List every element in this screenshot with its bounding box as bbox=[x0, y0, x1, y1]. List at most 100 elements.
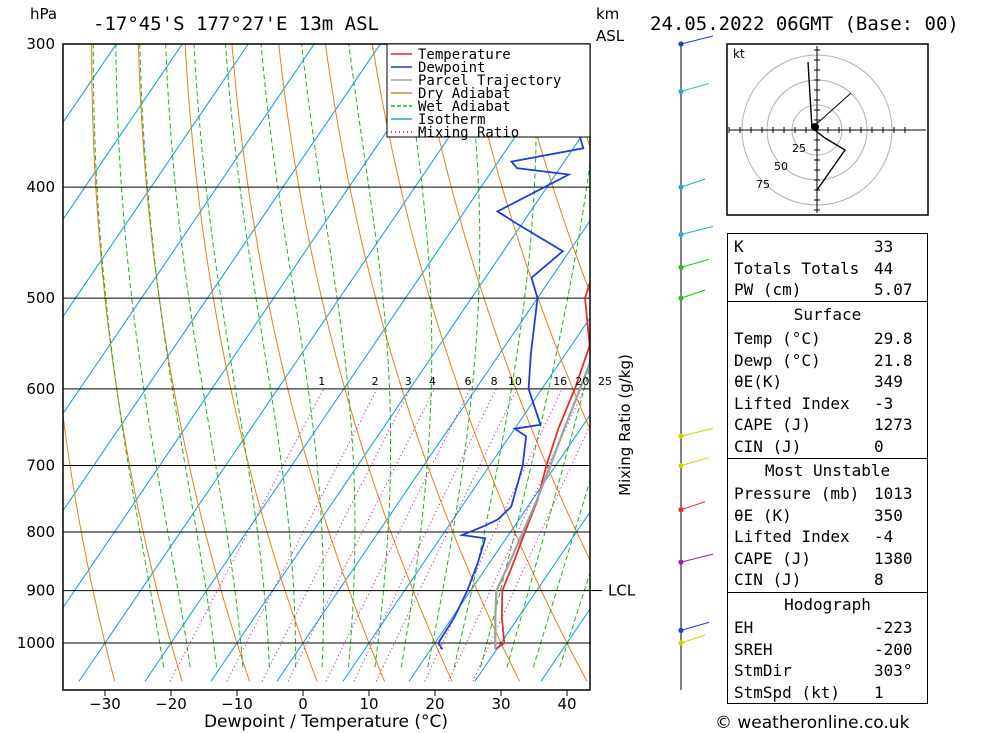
hodograph-row-value: -200 bbox=[874, 639, 913, 659]
most-unstable-row-key: CIN (J) bbox=[734, 570, 802, 589]
wind-barb bbox=[680, 501, 706, 511]
surface-row: θE(K) 349 bbox=[728, 371, 927, 393]
x-tick-label: 0 bbox=[298, 695, 308, 713]
wet-adiabat-line bbox=[139, 44, 217, 668]
height-unit-asl: ASL bbox=[596, 27, 625, 45]
surface-row: Lifted Index -3 bbox=[728, 393, 927, 415]
wet-adiabat-line bbox=[225, 44, 297, 668]
plot-frame bbox=[62, 43, 591, 691]
most-unstable-row-key: Pressure (mb) bbox=[734, 484, 860, 503]
most-unstable-row-key: θE (K) bbox=[734, 505, 792, 525]
wind-barb bbox=[680, 82, 710, 92]
dry-adiabat-line bbox=[418, 44, 590, 562]
hodograph-row: StmDir 303° bbox=[728, 660, 927, 682]
x-axis-title: Dewpoint / Temperature (°C) bbox=[204, 712, 448, 732]
hodograph-ring-label: 50 bbox=[774, 160, 788, 173]
x-tick-label: −30 bbox=[89, 695, 121, 713]
legend-entry: Temperature bbox=[418, 47, 511, 63]
wind-barb bbox=[680, 35, 714, 45]
index-row: K 33 bbox=[728, 236, 927, 258]
wet-adiabat-line bbox=[165, 44, 244, 668]
temperature-profile bbox=[494, 279, 590, 651]
surface-row-value: 29.8 bbox=[874, 329, 913, 348]
wet-adiabat-line bbox=[400, 44, 433, 668]
most-unstable-row-key: Lifted Index bbox=[734, 527, 850, 546]
hodograph-ring-label: 25 bbox=[792, 142, 806, 155]
x-tick-label: 30 bbox=[491, 695, 510, 713]
pressure-tick-label: 1000 bbox=[17, 634, 55, 652]
surface-row-value: -3 bbox=[874, 393, 894, 413]
wet-adiabat-line bbox=[348, 44, 392, 668]
surface-row-key: θE(K) bbox=[734, 372, 783, 391]
most-unstable-row-key: CAPE (J) bbox=[734, 548, 812, 568]
surface-row: CIN (J) 0 bbox=[728, 436, 927, 458]
surface-row-key: Temp (°C) bbox=[734, 329, 821, 348]
most-unstable-row: θE (K) 350 bbox=[728, 505, 927, 527]
hodograph-row-key: EH bbox=[734, 618, 754, 637]
isotherm-line bbox=[342, 317, 590, 682]
wet-adiabat-line bbox=[506, 364, 590, 668]
surface-row-value: 1273 bbox=[874, 415, 913, 434]
x-tick-label: 20 bbox=[425, 695, 444, 713]
dry-adiabat-line bbox=[934, 44, 1000, 681]
surface-row-value: 0 bbox=[874, 436, 884, 456]
dry-adiabat-line bbox=[325, 44, 520, 682]
hodograph-storm-point bbox=[811, 123, 819, 131]
pressure-tick-label: 600 bbox=[26, 380, 55, 398]
wind-barb bbox=[680, 258, 710, 268]
surface-row-key: CAPE (J) bbox=[734, 415, 812, 434]
legend-entry: Parcel Trajectory bbox=[418, 73, 561, 89]
height-unit-km: km bbox=[596, 5, 619, 23]
hodograph-row-value: 1 bbox=[874, 682, 884, 702]
wind-barb bbox=[680, 457, 710, 467]
wet-adiabat-line bbox=[301, 44, 356, 668]
surface-row-value: 21.8 bbox=[874, 350, 913, 370]
wind-barb bbox=[680, 289, 706, 299]
dewpoint-profile bbox=[437, 44, 590, 650]
pressure-tick-label: 300 bbox=[26, 35, 55, 53]
datetime-title: 24.05.2022 06GMT (Base: 00) bbox=[650, 13, 959, 35]
x-tick-label: −10 bbox=[221, 695, 253, 713]
parcel-trajectory bbox=[494, 359, 590, 650]
index-row: PW (cm) 5.07 bbox=[728, 279, 927, 301]
pressure-tick-label: 500 bbox=[26, 289, 55, 307]
hodograph-row: SREH -200 bbox=[728, 639, 927, 661]
isotherm-line bbox=[408, 414, 590, 682]
legend-entry: Wet Adiabat bbox=[418, 99, 511, 115]
most-unstable-row: CAPE (J) 1380 bbox=[728, 548, 927, 570]
mixing-ratio-label: 4 bbox=[429, 375, 436, 388]
wet-adiabat-line bbox=[453, 44, 537, 668]
isotherm-line bbox=[63, 44, 447, 609]
wind-barb bbox=[680, 226, 714, 236]
most-unstable-row-value: 1380 bbox=[874, 548, 913, 568]
most-unstable-row-value: 350 bbox=[874, 505, 903, 525]
isotherm-line bbox=[78, 44, 513, 682]
dry-adiabat-line bbox=[278, 44, 453, 682]
dry-adiabat-line bbox=[465, 44, 590, 431]
wet-adiabat-line bbox=[532, 478, 590, 668]
legend-entry: Mixing Ratio bbox=[418, 125, 519, 141]
isotherm-line bbox=[474, 511, 590, 682]
isotherm-line bbox=[210, 122, 590, 682]
indices-panel: K 33 Totals Totals 44 PW (cm) 5.07 Surface Te… bbox=[727, 233, 928, 704]
mixing-ratio-line bbox=[226, 388, 378, 682]
index-row-key: PW (cm) bbox=[734, 280, 802, 299]
surface-row-value: 349 bbox=[874, 372, 903, 391]
pressure-unit-label: hPa bbox=[30, 5, 57, 23]
isotherm-line bbox=[63, 44, 117, 124]
credit-text[interactable]: © weatheronline.co.uk bbox=[715, 713, 910, 733]
pressure-tick-label: 900 bbox=[26, 582, 55, 600]
legend-entry: Dewpoint bbox=[418, 60, 485, 76]
hodograph-unit-label: kt bbox=[733, 47, 745, 61]
wet-adiabat-line bbox=[559, 571, 590, 668]
isotherm-line bbox=[540, 608, 590, 682]
hodograph-row-value: -223 bbox=[874, 618, 913, 637]
surface-row: Dewp (°C) 21.8 bbox=[728, 350, 927, 372]
hodograph-trace-upper bbox=[811, 92, 852, 129]
most-unstable-row-value: 1013 bbox=[874, 484, 913, 503]
mixing-ratio-label: 16 bbox=[553, 375, 567, 388]
hodograph-ring-label: 75 bbox=[756, 178, 770, 191]
mixing-ratio-label: 2 bbox=[372, 375, 379, 388]
mixing-ratio-label: 8 bbox=[491, 375, 498, 388]
